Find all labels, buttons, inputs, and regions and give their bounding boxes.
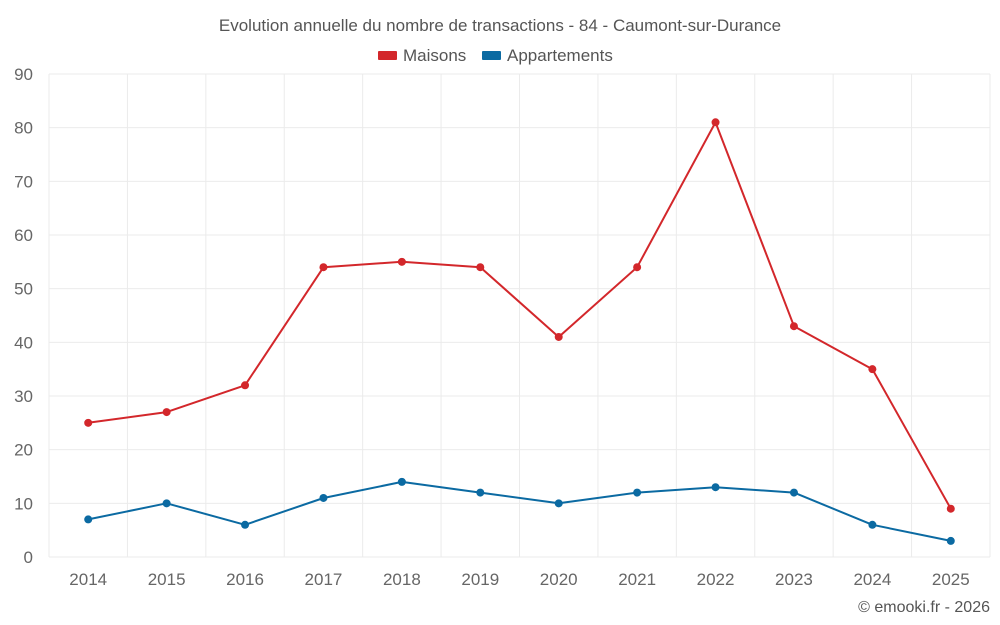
data-point-appartements[interactable]	[241, 520, 250, 529]
data-point-appartements[interactable]	[476, 488, 485, 497]
data-point-maisons[interactable]	[241, 381, 250, 390]
data-point-appartements[interactable]	[397, 477, 406, 486]
y-tick-label: 90	[14, 65, 33, 84]
y-tick-label: 50	[14, 280, 33, 299]
series	[84, 118, 955, 545]
y-tick-label: 30	[14, 387, 33, 406]
data-point-maisons[interactable]	[868, 365, 877, 374]
x-tick-label: 2015	[148, 570, 186, 589]
x-tick-label: 2014	[69, 570, 107, 589]
x-tick-label: 2018	[383, 570, 421, 589]
data-point-maisons[interactable]	[789, 322, 798, 331]
y-tick-label: 40	[14, 333, 33, 352]
credit-text: © emooki.fr - 2026	[858, 599, 990, 616]
y-tick-label: 80	[14, 119, 33, 138]
x-tick-label: 2016	[226, 570, 264, 589]
data-point-appartements[interactable]	[946, 536, 955, 545]
legend-label-maisons: Maisons	[403, 46, 466, 65]
legend-swatch-appartements	[482, 51, 501, 60]
data-point-maisons[interactable]	[319, 263, 328, 272]
x-tick-label: 2017	[305, 570, 343, 589]
grid	[48, 73, 991, 558]
data-point-appartements[interactable]	[162, 499, 171, 508]
data-point-maisons[interactable]	[946, 504, 955, 513]
legend-swatch-maisons	[378, 51, 397, 60]
data-point-maisons[interactable]	[84, 418, 93, 427]
legend-label-appartements: Appartements	[507, 46, 613, 65]
y-tick-label: 10	[14, 494, 33, 513]
data-point-maisons[interactable]	[711, 118, 720, 127]
legend-item-maisons[interactable]: Maisons	[378, 46, 466, 65]
data-point-appartements[interactable]	[554, 499, 563, 508]
series-line-appartements	[87, 480, 952, 542]
legend: Maisons Appartements	[378, 46, 613, 65]
data-point-appartements[interactable]	[711, 483, 720, 492]
data-point-appartements[interactable]	[84, 515, 93, 524]
x-tick-label: 2024	[853, 570, 891, 589]
axes: 0 10 20 30 40 50 60 70 80 90 2014 2015 2016 2017 2018 2…	[14, 65, 970, 589]
series-appartements	[84, 477, 955, 545]
data-point-appartements[interactable]	[868, 520, 877, 529]
series-line-maisons	[88, 121, 952, 510]
y-tick-label: 70	[14, 172, 33, 191]
x-tick-label: 2023	[775, 570, 813, 589]
y-tick-label: 20	[14, 441, 33, 460]
series-maisons	[84, 118, 955, 513]
data-point-appartements[interactable]	[319, 493, 328, 502]
y-tick-label: 60	[14, 226, 33, 245]
data-point-maisons[interactable]	[554, 332, 563, 341]
x-tick-label: 2021	[618, 570, 656, 589]
x-tick-label: 2020	[540, 570, 578, 589]
chart-title: Evolution annuelle du nombre de transact…	[219, 16, 781, 35]
data-point-maisons[interactable]	[633, 263, 642, 272]
x-tick-label: 2025	[932, 570, 970, 589]
data-point-maisons[interactable]	[397, 257, 406, 266]
legend-item-appartements[interactable]: Appartements	[482, 46, 613, 65]
data-point-maisons[interactable]	[162, 408, 171, 417]
y-tick-label: 0	[24, 548, 33, 567]
data-point-appartements[interactable]	[633, 488, 642, 497]
data-point-maisons[interactable]	[476, 263, 485, 272]
data-point-appartements[interactable]	[789, 488, 798, 497]
x-tick-label: 2022	[697, 570, 735, 589]
x-tick-label: 2019	[461, 570, 499, 589]
